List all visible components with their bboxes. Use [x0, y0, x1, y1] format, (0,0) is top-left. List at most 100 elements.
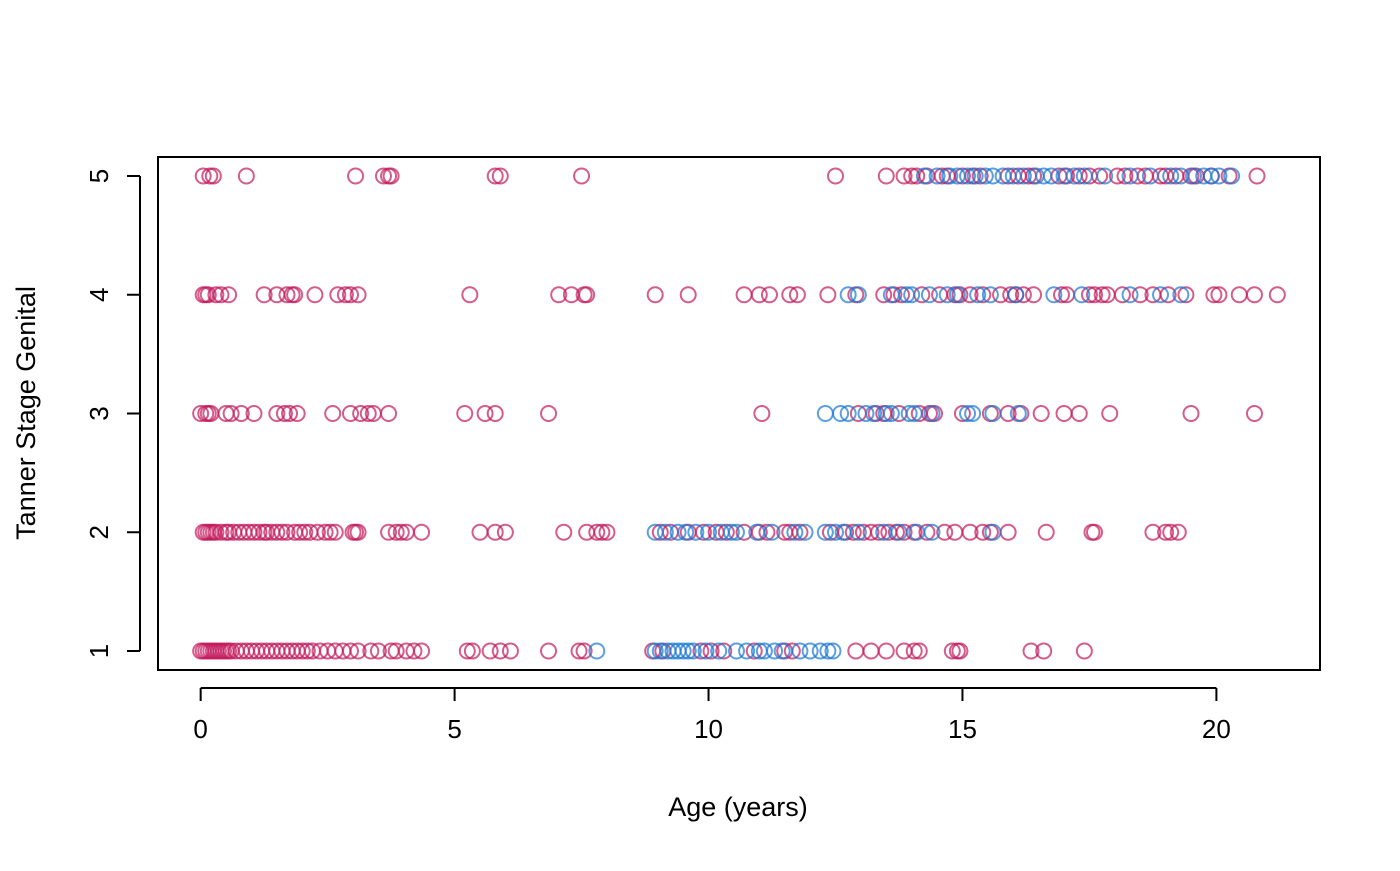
data-point — [268, 405, 286, 422]
data-point — [192, 405, 210, 422]
data-point — [974, 286, 992, 304]
data-point — [687, 523, 705, 541]
data-point — [994, 167, 1012, 185]
data-point — [387, 523, 405, 541]
data-point — [679, 286, 697, 304]
data-point — [1177, 286, 1195, 304]
data-point — [801, 642, 819, 660]
data-point — [946, 523, 964, 541]
data-point — [773, 642, 791, 660]
series-2 — [588, 167, 1241, 660]
y-tick-label: 3 — [84, 406, 114, 420]
data-point — [877, 642, 895, 660]
data-point — [329, 286, 347, 304]
data-point — [268, 523, 286, 541]
data-point — [1035, 167, 1053, 185]
data-point — [832, 405, 850, 422]
data-point — [598, 523, 616, 541]
data-point — [796, 523, 814, 541]
data-point — [341, 642, 359, 660]
data-point — [316, 523, 334, 541]
data-point — [306, 286, 324, 304]
data-point — [938, 286, 956, 304]
data-point — [463, 642, 481, 660]
data-point — [811, 642, 829, 660]
data-point — [877, 167, 895, 185]
data-point — [791, 642, 809, 660]
data-point — [862, 523, 880, 541]
data-point — [341, 286, 359, 304]
data-point — [700, 523, 718, 541]
data-point — [943, 642, 961, 660]
data-point — [281, 405, 299, 422]
data-point — [1121, 286, 1139, 304]
data-point — [1080, 286, 1098, 304]
data-point — [920, 286, 938, 304]
data-point — [1131, 286, 1149, 304]
data-point — [486, 523, 504, 541]
data-point — [1185, 167, 1203, 185]
data-point — [204, 167, 222, 185]
points-layer — [192, 167, 1286, 660]
data-point — [717, 523, 735, 541]
y-axis-title: Tanner Stage Genital — [11, 286, 41, 540]
data-point — [697, 642, 715, 660]
data-point — [555, 523, 573, 541]
data-point — [656, 523, 674, 541]
data-point — [819, 286, 837, 304]
data-point — [1075, 167, 1093, 185]
data-point — [959, 167, 977, 185]
data-point — [382, 167, 400, 185]
data-point — [908, 167, 926, 185]
data-point — [890, 523, 908, 541]
data-point — [694, 523, 712, 541]
data-point — [882, 405, 900, 422]
data-point — [910, 642, 928, 660]
data-point — [291, 523, 309, 541]
data-point — [458, 642, 476, 660]
data-point — [819, 642, 837, 660]
data-point — [974, 523, 992, 541]
data-point — [486, 405, 504, 422]
data-point — [788, 286, 806, 304]
data-point — [245, 405, 263, 422]
data-point — [1086, 286, 1104, 304]
data-point — [727, 642, 745, 660]
data-point — [1037, 523, 1055, 541]
data-point — [849, 523, 867, 541]
data-point — [308, 523, 326, 541]
data-point — [288, 405, 306, 422]
data-point — [1210, 167, 1228, 185]
data-point — [245, 523, 263, 541]
data-point — [476, 405, 494, 422]
data-point — [1182, 405, 1200, 422]
series-1 — [192, 167, 1286, 660]
data-point — [857, 405, 875, 422]
data-point — [1042, 167, 1060, 185]
data-point — [1065, 167, 1083, 185]
data-point — [324, 405, 342, 422]
data-point — [791, 523, 809, 541]
data-point — [905, 405, 923, 422]
data-point — [951, 642, 969, 660]
data-point — [275, 405, 293, 422]
data-point — [895, 523, 913, 541]
data-point — [1035, 642, 1053, 660]
x-tick-label: 5 — [447, 714, 461, 744]
data-point — [702, 642, 720, 660]
data-point — [966, 167, 984, 185]
data-point — [766, 642, 784, 660]
data-point — [222, 405, 240, 422]
data-point — [961, 286, 979, 304]
data-point — [593, 523, 611, 541]
data-point — [1172, 167, 1190, 185]
data-point — [1075, 642, 1093, 660]
data-point — [738, 642, 756, 660]
data-point — [575, 642, 593, 660]
data-point — [486, 167, 504, 185]
data-point — [1248, 167, 1266, 185]
data-point — [296, 523, 314, 541]
data-point — [1129, 167, 1147, 185]
